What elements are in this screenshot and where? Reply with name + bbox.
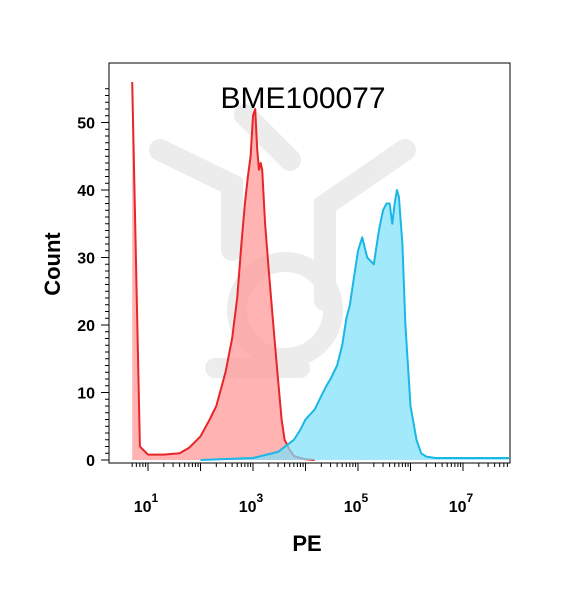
- blue-series-line: [200, 189, 509, 461]
- chart-title: BME100077: [220, 82, 385, 115]
- red-series-line: [131, 81, 315, 461]
- x-tick-label: 105: [344, 491, 369, 516]
- x-tick-label: 103: [239, 491, 264, 516]
- y-tick-label: 20: [77, 318, 95, 335]
- plot-frame: [108, 62, 511, 464]
- y-tick-label: 50: [77, 116, 95, 133]
- y-tick-label: 10: [77, 386, 95, 403]
- y-axis: 0 10 20 30 40 50: [77, 88, 109, 470]
- blue-histogram: [200, 189, 509, 461]
- red-histogram: [131, 81, 315, 461]
- x-axis-label: PE: [292, 531, 321, 556]
- red-series-fill: [132, 82, 315, 460]
- x-axis: 101 103 105 107: [131, 463, 508, 516]
- y-tick-label: 0: [86, 453, 95, 470]
- blue-series-fill: [200, 190, 509, 460]
- y-tick-label: 40: [77, 183, 95, 200]
- x-tick-label: 101: [134, 491, 159, 516]
- y-tick-label: 30: [77, 251, 95, 268]
- x-tick-label: 107: [449, 491, 474, 516]
- y-axis-label: Count: [40, 232, 65, 296]
